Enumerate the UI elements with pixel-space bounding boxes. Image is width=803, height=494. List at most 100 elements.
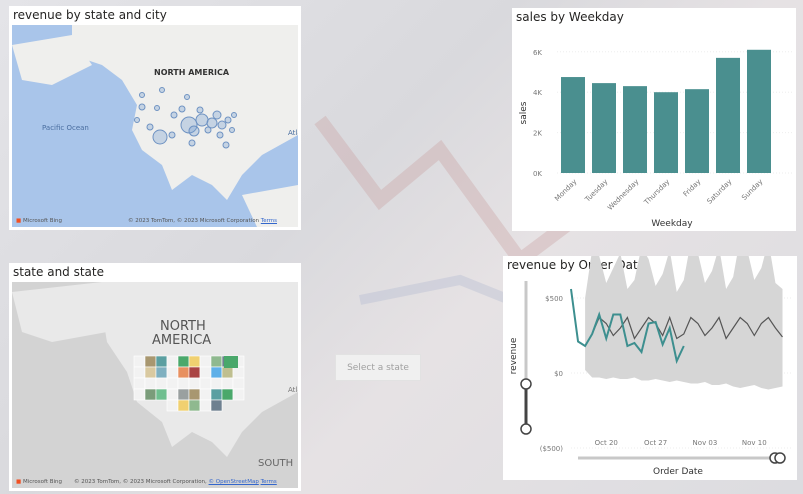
state-shape[interactable] <box>177 366 190 379</box>
state-shape[interactable] <box>199 399 212 412</box>
map-revenue-by-state-city[interactable]: revenue by state and city NORTH AMERICA … <box>9 6 301 230</box>
city-bubble[interactable] <box>184 94 190 100</box>
state-shape[interactable] <box>155 388 168 401</box>
state-shape[interactable] <box>133 355 146 368</box>
revenue-line[interactable] <box>570 288 685 365</box>
city-bubble[interactable] <box>154 105 160 111</box>
x-tick-label: Thursday <box>642 178 671 207</box>
state-shape[interactable] <box>199 366 212 379</box>
bar-friday[interactable] <box>685 89 709 173</box>
city-bubble[interactable] <box>168 131 176 139</box>
city-bubble[interactable] <box>196 106 204 114</box>
y-tick-label: ($500) <box>540 445 564 453</box>
state-shape[interactable] <box>232 377 245 390</box>
terms-link[interactable]: Terms <box>260 479 277 485</box>
x-axis-title: Weekday <box>651 219 693 229</box>
state-shape[interactable] <box>144 355 157 368</box>
state-shape[interactable] <box>166 355 179 368</box>
label-south: SOUTH <box>258 458 293 469</box>
state-shape[interactable] <box>155 366 168 379</box>
state-shape[interactable] <box>188 377 201 390</box>
state-shape[interactable] <box>210 388 223 401</box>
state-shape[interactable] <box>199 377 212 390</box>
state-shape[interactable] <box>177 377 190 390</box>
state-shape[interactable] <box>199 388 212 401</box>
state-shape[interactable] <box>144 377 157 390</box>
state-shape[interactable] <box>188 366 201 379</box>
x-zoom-handle-right[interactable] <box>774 452 786 464</box>
city-bubble[interactable] <box>222 141 230 149</box>
forecast-line[interactable] <box>584 315 783 347</box>
state-shape[interactable] <box>144 366 157 379</box>
city-bubble[interactable] <box>139 92 145 98</box>
city-bubble[interactable] <box>216 131 224 139</box>
y-zoom-handle-bottom[interactable] <box>520 423 532 435</box>
state-shape[interactable] <box>155 377 168 390</box>
state-slicer-dropdown[interactable]: Select a state <box>335 354 421 381</box>
state-shape[interactable] <box>144 388 157 401</box>
osm-link[interactable]: © OpenStreetMap <box>208 479 259 485</box>
state-shape[interactable] <box>188 355 201 368</box>
state-shape[interactable] <box>177 399 190 412</box>
label-north: NORTH <box>160 319 206 334</box>
bar-monday[interactable] <box>561 77 585 173</box>
city-bubble[interactable] <box>217 120 227 130</box>
bar-saturday[interactable] <box>716 57 740 173</box>
state-shape[interactable] <box>166 388 179 401</box>
state-shape[interactable] <box>188 388 201 401</box>
city-bubble[interactable] <box>204 126 212 134</box>
state-shape[interactable] <box>221 388 234 401</box>
chart-revenue-by-order-date[interactable]: revenue by Order Date ($500)$0$500$1,000… <box>503 256 797 480</box>
state-shape[interactable] <box>133 366 146 379</box>
city-bubble[interactable] <box>188 139 196 147</box>
city-bubble[interactable] <box>229 127 235 133</box>
map-credit: © 2023 TomTom, © 2023 Microsoft Corporat… <box>128 218 260 224</box>
city-bubble[interactable] <box>178 105 186 113</box>
state-shape[interactable] <box>177 355 190 368</box>
state-shape[interactable] <box>232 366 245 379</box>
state-shape[interactable] <box>199 355 212 368</box>
state-shape[interactable] <box>133 377 146 390</box>
bubble-map[interactable]: NORTH AMERICA Pacific Ocean Atla Oc ■ Mi… <box>12 25 298 227</box>
city-bubble[interactable] <box>212 110 222 120</box>
state-shape[interactable] <box>221 377 234 390</box>
terms-link[interactable]: Terms <box>260 218 277 224</box>
state-shape[interactable] <box>166 366 179 379</box>
y-zoom-handle-top[interactable] <box>520 378 532 390</box>
bar-sunday[interactable] <box>747 49 771 173</box>
city-bubble[interactable] <box>206 117 218 129</box>
state-shape[interactable] <box>221 366 234 379</box>
state-shape[interactable] <box>133 388 146 401</box>
state-shape[interactable] <box>232 388 245 401</box>
bar-wednesday[interactable] <box>623 86 647 173</box>
x-tick-label: Friday <box>682 178 703 199</box>
state-shape[interactable] <box>155 355 168 368</box>
state-shape[interactable] <box>210 366 223 379</box>
bar-thursday[interactable] <box>654 92 678 173</box>
city-bubble[interactable] <box>134 117 140 123</box>
label-atlantic: Atla Oc <box>288 386 298 394</box>
state-shape[interactable] <box>210 399 223 412</box>
state-shape[interactable] <box>188 399 201 412</box>
city-bubble[interactable] <box>188 125 200 137</box>
city-bubble[interactable] <box>224 116 232 124</box>
chart-sales-by-weekday[interactable]: sales by Weekday 0K 2K 4K 6K Monday Tuesday We… <box>512 8 796 231</box>
label-atlantic: Atla Oc <box>288 129 298 137</box>
state-shape[interactable] <box>224 356 238 368</box>
state-shape[interactable] <box>177 388 190 401</box>
city-bubble[interactable] <box>195 113 209 127</box>
city-bubble[interactable] <box>152 129 168 145</box>
city-bubble[interactable] <box>231 112 237 118</box>
state-shape[interactable] <box>210 355 223 368</box>
city-bubble[interactable] <box>159 87 165 93</box>
bar-tuesday[interactable] <box>592 83 616 173</box>
city-bubble[interactable] <box>146 123 154 131</box>
state-shape[interactable] <box>210 377 223 390</box>
filled-map[interactable]: NORTH AMERICA Atla Oc SOUTH ■ Microsoft … <box>12 282 298 488</box>
state-shape[interactable] <box>166 377 179 390</box>
map-state-and-state[interactable]: state and state NORTH AMERICA Atla Oc SO… <box>9 263 301 491</box>
state-shape[interactable] <box>166 399 179 412</box>
y-tick-label: 0K <box>533 170 542 178</box>
city-bubble[interactable] <box>138 103 146 111</box>
city-bubble[interactable] <box>170 111 178 119</box>
